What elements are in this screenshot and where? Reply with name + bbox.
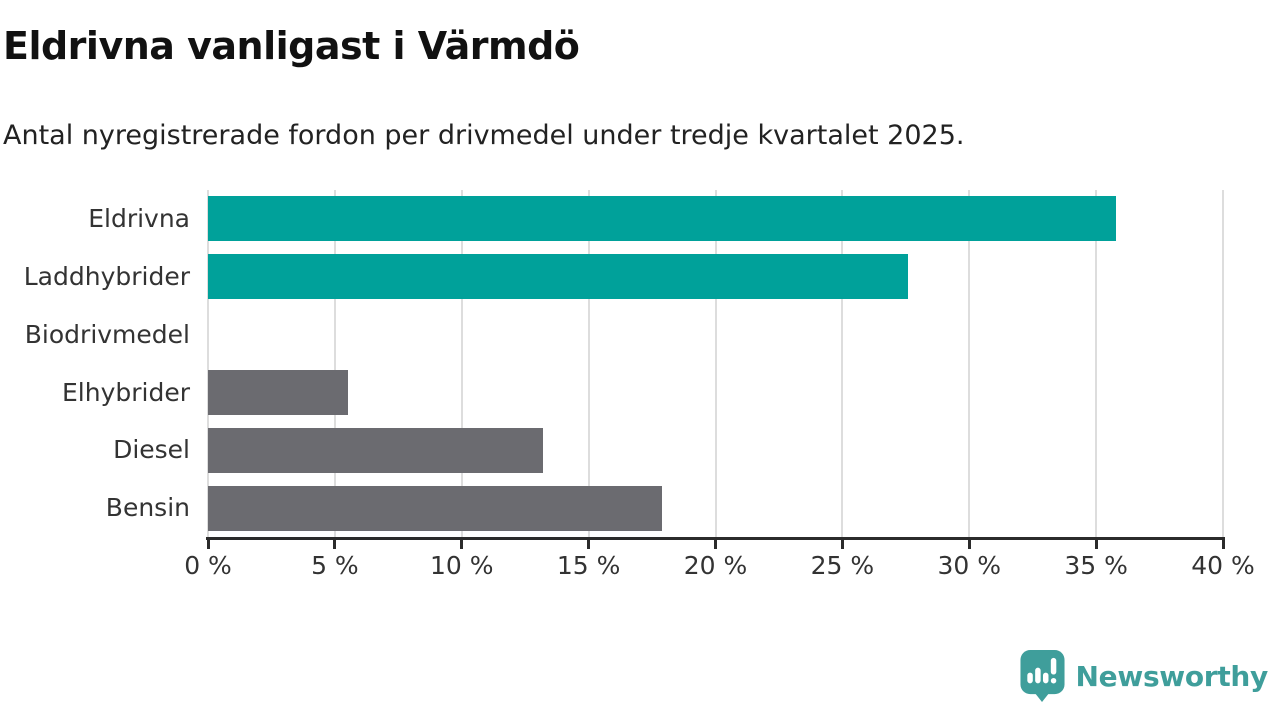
bar-bensin (208, 485, 663, 531)
x-tick-label-20: 20 % (683, 551, 748, 580)
x-tick-20 (714, 540, 717, 549)
x-tick-label-0: 0 % (184, 551, 232, 580)
gridline-0 (207, 190, 209, 537)
chart-subtitle: Antal nyregistrerade fordon per drivmede… (3, 120, 965, 151)
plot-area (207, 190, 1224, 537)
gridline-15 (587, 190, 590, 537)
gridline-35 (1095, 190, 1098, 537)
brand-name: Newsworthy (1075, 659, 1269, 693)
category-label-biodrivmedel: Biodrivmedel (24, 319, 190, 349)
category-label-laddhybrider: Laddhybrider (23, 261, 190, 291)
y-axis-category-labels: Eldrivna Laddhybrider Biodrivmedel Elhybrid… (0, 190, 190, 537)
x-tick-30 (967, 540, 971, 549)
x-tick-10 (460, 540, 464, 549)
gridline-10 (460, 190, 463, 537)
gridline-30 (968, 190, 971, 537)
x-tick-25 (840, 540, 844, 549)
newsworthy-speech-bubble-bar-chart-icon (1020, 650, 1065, 702)
x-tick-15 (587, 540, 591, 549)
x-tick-label-15: 15 % (556, 551, 621, 580)
bar-eldrivna (208, 196, 1117, 242)
gridline-20 (714, 190, 717, 537)
bar-elhybrider (208, 369, 348, 415)
x-axis-line (206, 537, 1225, 540)
category-label-diesel: Diesel (113, 435, 190, 465)
x-tick-5 (333, 540, 337, 549)
chart-title: Eldrivna vanligast i Värmdö (3, 24, 580, 68)
x-tick-35 (1094, 540, 1098, 549)
gridline-40 (1222, 190, 1224, 537)
x-tick-label-35: 35 % (1064, 551, 1128, 580)
gridline-25 (841, 190, 844, 537)
x-tick-label-5: 5 % (311, 551, 359, 580)
x-tick-label-30: 30 % (937, 551, 1001, 580)
bar-diesel (208, 427, 543, 473)
x-tick-40 (1221, 540, 1225, 549)
x-tick-0 (206, 540, 210, 549)
newsworthy-logo: Newsworthy (1019, 650, 1268, 702)
category-label-eldrivna: Eldrivna (88, 204, 190, 233)
bar-laddhybrider (208, 254, 909, 300)
gridline-5 (333, 190, 336, 537)
x-tick-label-40: 40 % (1191, 551, 1255, 580)
x-tick-label-25: 25 % (810, 551, 875, 580)
category-label-bensin: Bensin (105, 493, 190, 523)
x-tick-label-10: 10 % (429, 551, 494, 580)
category-label-elhybrider: Elhybrider (61, 377, 190, 407)
